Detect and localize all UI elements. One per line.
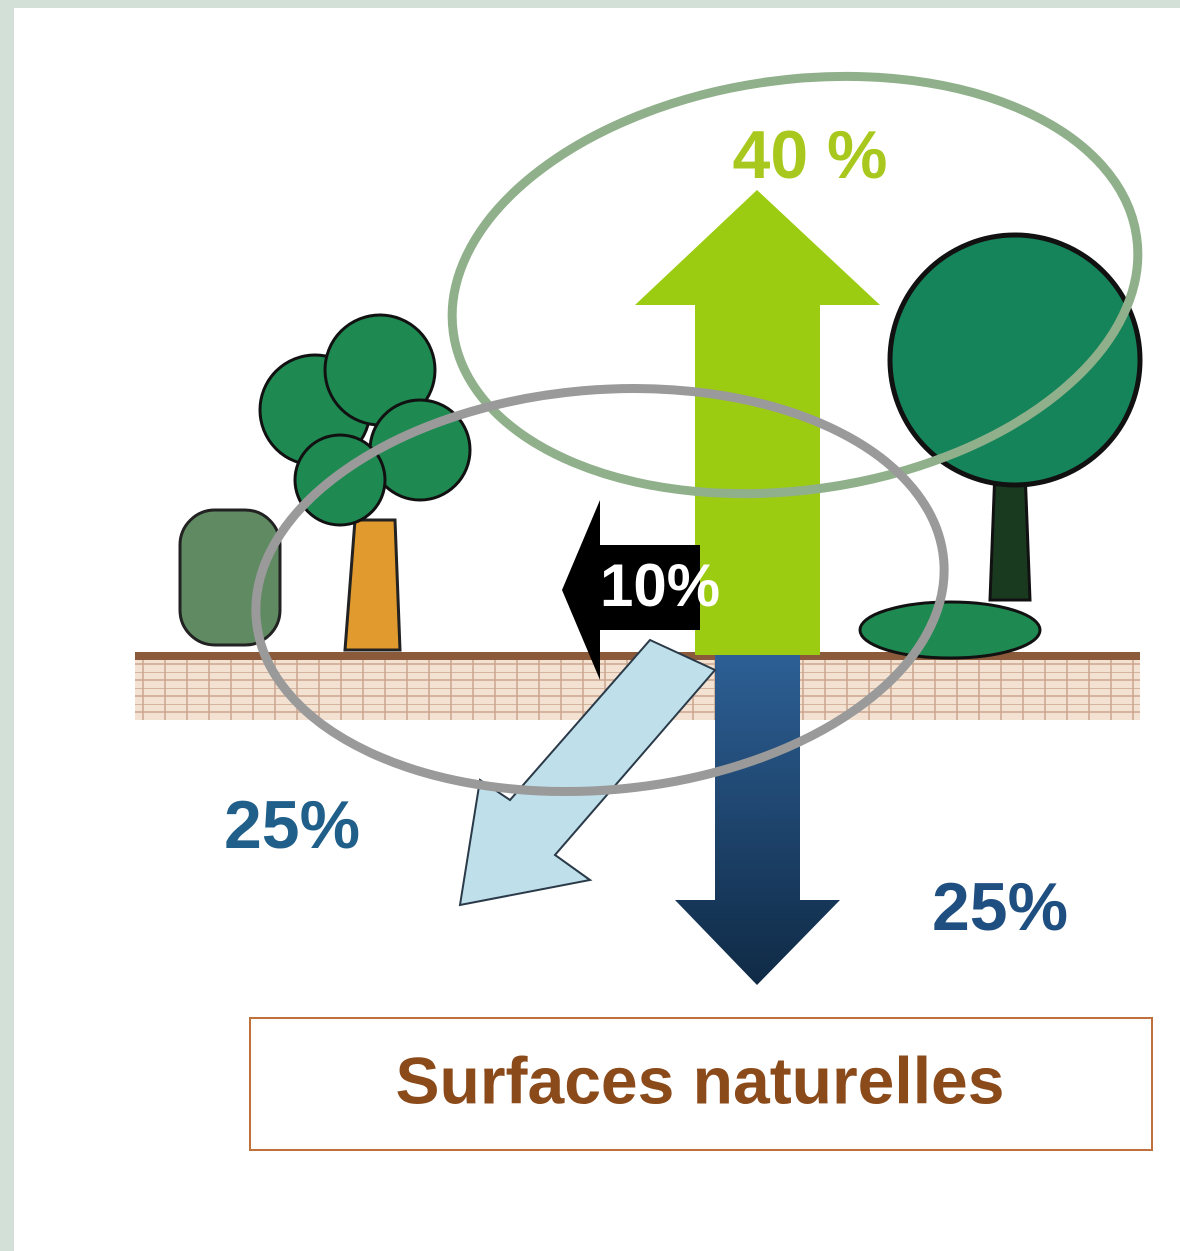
caption: Surfaces naturelles [396, 1043, 1005, 1117]
label-evaporation: 40 % [733, 117, 888, 193]
label-deep: 25% [932, 869, 1068, 945]
shrub [180, 510, 280, 645]
label-runoff: 10% [600, 552, 720, 619]
diagram: 40 % 10% 25% 25% Surfaces naturelles [0, 0, 1180, 1251]
page: 40 % 10% 25% 25% Surfaces naturelles (()… [0, 0, 1180, 1251]
label-shallow: 25% [224, 787, 360, 863]
